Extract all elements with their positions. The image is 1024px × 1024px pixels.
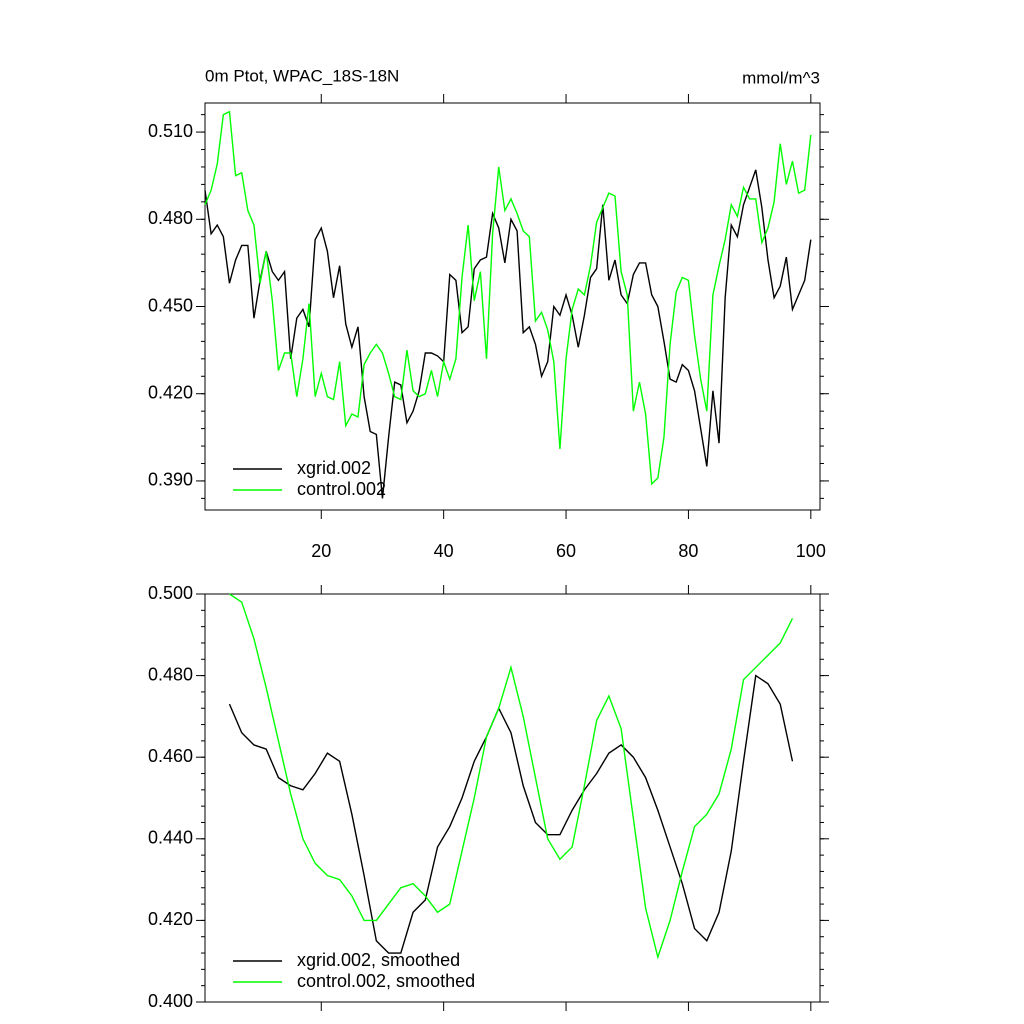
series-line xyxy=(204,110,812,486)
legend-label: control.002 xyxy=(297,479,386,499)
y-tick-label: 0.480 xyxy=(148,208,193,228)
y-tick-label: 0.420 xyxy=(148,909,193,929)
x-tick-label: 40 xyxy=(434,541,454,561)
y-tick-label: 0.400 xyxy=(148,991,193,1011)
legend-label: control.002, smoothed xyxy=(297,971,475,991)
series-line xyxy=(229,593,794,960)
y-tick-label: 0.510 xyxy=(148,121,193,141)
series-line xyxy=(228,674,794,954)
y-tick-label: 0.420 xyxy=(148,382,193,402)
legend-label: xgrid.002 xyxy=(297,458,371,478)
x-tick-label: 20 xyxy=(311,541,331,561)
plot-frame xyxy=(204,593,821,1003)
unit-label: mmol/m^3 xyxy=(742,68,820,87)
y-tick-label: 0.390 xyxy=(148,470,193,490)
series-line xyxy=(204,169,812,499)
chart-title: 0m Ptot, WPAC_18S-18N xyxy=(205,66,399,85)
x-tick-label: 100 xyxy=(796,541,826,561)
x-tick-label: 80 xyxy=(678,541,698,561)
x-tick-label: 60 xyxy=(556,541,576,561)
plot-frame xyxy=(204,102,821,511)
legend-label: xgrid.002, smoothed xyxy=(297,950,460,970)
y-tick-label: 0.480 xyxy=(148,664,193,684)
y-tick-label: 0.500 xyxy=(148,583,193,603)
y-tick-label: 0.450 xyxy=(148,295,193,315)
y-tick-label: 0.440 xyxy=(148,828,193,848)
y-tick-label: 0.460 xyxy=(148,746,193,766)
